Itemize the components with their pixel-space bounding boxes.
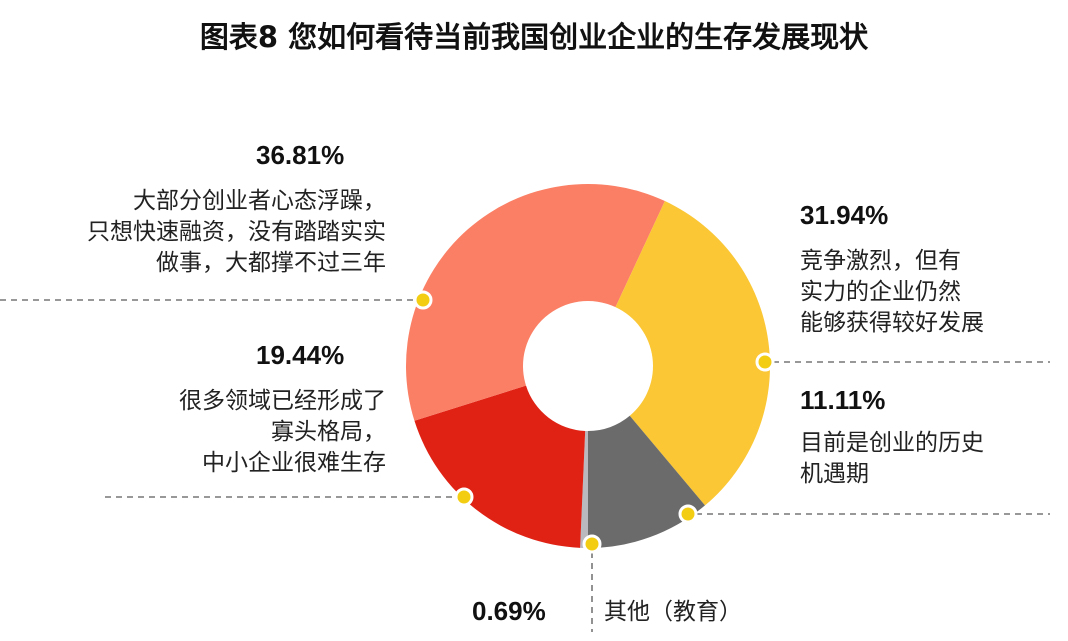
slice-other (580, 430, 588, 548)
slice-opportunity (588, 415, 705, 549)
desc-label-competition: 竞争激烈，但有 实力的企业仍然 能够获得较好发展 (800, 248, 984, 336)
pct-label-hard: 19.44% (256, 340, 345, 370)
desc-label-opportunity: 目前是创业的历史 机遇期 (800, 430, 984, 487)
desc-label-hard: 很多领域已经形成了 寡头格局， 中小企业很难生存 (179, 388, 386, 476)
pct-label-impetuous: 36.81% (256, 140, 345, 170)
desc-label-impetuous: 大部分创业者心态浮躁， 只想快速融资，没有踏踏实实 做事，大都撑不过三年 (87, 188, 386, 276)
slice-competition (615, 201, 770, 506)
desc-label-other: 其他（教育） (604, 599, 742, 625)
pct-label-competition: 31.94% (800, 200, 889, 230)
marker-dot-hard (454, 487, 474, 507)
pct-label-other: 0.69% (472, 596, 546, 626)
chart-title: 图表8 您如何看待当前我国创业企业的生存发展现状 (199, 20, 869, 54)
slice-hard (414, 385, 586, 548)
marker-dot-competition (755, 352, 775, 372)
pct-label-opportunity: 11.11% (800, 385, 886, 415)
marker-dot-other (582, 534, 602, 554)
marker-dot-impetuous (413, 290, 433, 310)
marker-dot-opportunity (678, 504, 698, 524)
slice-impetuous (406, 184, 665, 421)
